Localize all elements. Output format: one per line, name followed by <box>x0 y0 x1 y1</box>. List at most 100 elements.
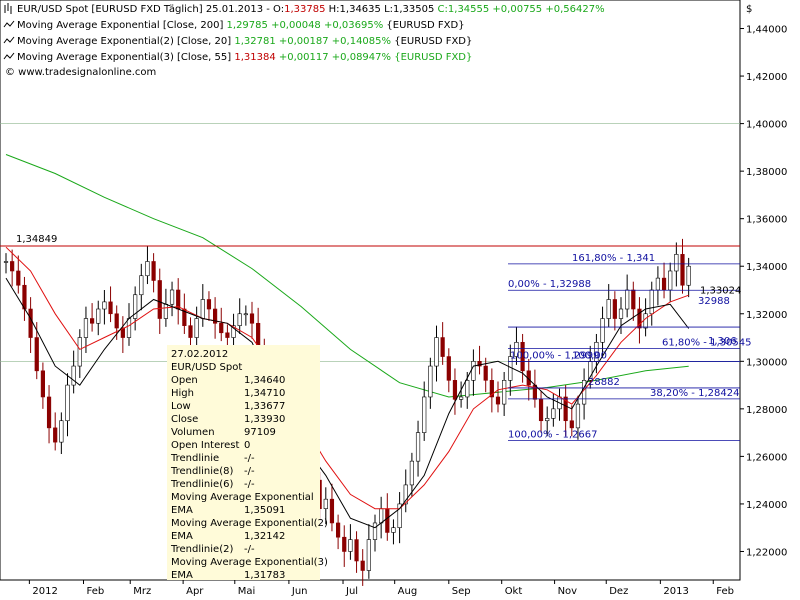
price-candle-body <box>71 365 76 386</box>
tooltip-row-label: Moving Average Exponential(2) <box>171 518 328 529</box>
price-candle-body <box>126 318 132 338</box>
x-tick-label: Jul <box>345 586 358 597</box>
y-tick-label: 1,40000 <box>746 120 787 131</box>
legend-ema55-value: 1,31384 <box>234 52 275 63</box>
price-candle-body <box>551 408 556 419</box>
ema200-line <box>5 154 689 398</box>
price-candle-body <box>649 289 654 315</box>
tooltip-row-label: EMA <box>171 570 193 581</box>
price-candle-body <box>354 539 359 562</box>
tooltip-row-label: Close <box>171 414 198 425</box>
legend-ema20-value: 1,32781 +0,00187 +0,14085% <box>234 36 391 47</box>
tooltip-row-label: EMA <box>171 531 193 542</box>
fib-level-label: 28882 <box>588 377 620 388</box>
fib-level-label: 1,306 <box>708 336 737 347</box>
tooltip-row-value: 1,31783 <box>244 570 285 581</box>
tooltip-row-label: Moving Average Exponential(3) <box>171 557 328 568</box>
legend-main-open: 1,33785 <box>284 4 325 15</box>
price-candle-body <box>16 270 21 286</box>
price-candle-body <box>151 261 156 281</box>
tooltip-background <box>167 345 320 580</box>
price-candle-body <box>569 420 574 429</box>
tooltip-row-label: Moving Average Exponential <box>171 492 314 503</box>
x-tick-label: 2013 <box>663 586 688 597</box>
price-candle-body <box>120 327 125 338</box>
price-candle-body <box>83 318 89 338</box>
price-candle-body <box>514 341 519 357</box>
price-candle-body <box>237 313 242 326</box>
price-candle-body <box>348 539 353 552</box>
tooltip-row-label: EMA <box>171 505 193 516</box>
tooltip-row-value: -/- <box>244 544 255 555</box>
legend-main-rest: H:1,34635 L:1,33505 <box>325 4 437 15</box>
price-candle-body <box>139 275 144 296</box>
y-tick-label: 1,42000 <box>746 72 787 83</box>
price-candle-body <box>231 325 236 338</box>
price-candle-body <box>471 361 476 381</box>
legend-ema20-prefix: Moving Average Exponential(2) [Close, 20… <box>17 36 234 47</box>
tooltip-row-label: Open <box>171 375 198 386</box>
legend-ema20: Moving Average Exponential(2) [Close, 20… <box>17 36 472 47</box>
x-axis: 2012 Feb Mrz Apr Mai Jun Jul Aug Sep Okt Nov Dez 201… <box>28 580 734 597</box>
price-candle-body <box>502 380 507 405</box>
last-price-label: 1,33024 <box>700 286 741 297</box>
price-candle-body <box>385 508 390 533</box>
legend-main: EUR/USD Spot [EURUSD FXD Täglich] 25.01.… <box>17 4 605 15</box>
price-candle-body <box>249 313 255 324</box>
ema55-line <box>5 277 690 529</box>
fib-level-label: 100,00% - 1,2999 <box>510 351 599 362</box>
tooltip-row-label: Trendlinie(6) <box>170 479 233 490</box>
x-tick-label: Jun <box>291 586 308 597</box>
price-candle-body <box>434 337 439 367</box>
legend-ema55-prefix: Moving Average Exponential(3) [Close, 55… <box>17 52 234 63</box>
price-candle-body <box>59 420 64 443</box>
price-candle-body <box>3 261 9 263</box>
y-tick-label: 1,24000 <box>746 500 787 511</box>
ema200-polyline <box>5 154 689 398</box>
fib-extra-label: 32988 <box>698 296 730 307</box>
tooltip-row-label: Trendlinie <box>170 453 219 464</box>
legend: EUR/USD Spot [EURUSD FXD Täglich] 25.01.… <box>3 3 752 78</box>
price-candle-body <box>452 380 458 400</box>
price-candle-body <box>342 536 347 552</box>
tooltip-row-value: 0 <box>244 440 250 451</box>
resistance-line[interactable]: 1,34849 <box>0 234 740 247</box>
price-candle-body <box>575 403 581 429</box>
price-candle-body <box>96 308 101 324</box>
price-candle-body <box>329 498 335 524</box>
price-candle-body <box>188 325 193 338</box>
copyright-text: © www.tradesignalonline.com <box>5 67 156 78</box>
legend-ema200: Moving Average Exponential [Close, 200] … <box>17 20 465 31</box>
tooltip-row-value: 1,32142 <box>244 531 285 542</box>
price-candle-body <box>102 301 107 310</box>
trend-line-icon <box>3 36 15 44</box>
price-candle-body <box>182 308 187 326</box>
data-tooltip: 27.02.2012 EUR/USD Spot Open 1,34640 High 1… <box>167 345 328 581</box>
y-tick-label: 1,38000 <box>746 167 787 178</box>
price-candle-body <box>157 280 162 319</box>
x-tick-label: Aug <box>398 586 418 597</box>
price-candle-body <box>10 261 15 272</box>
price-candle-body <box>428 365 433 398</box>
y-tick-label: 1,44000 <box>746 25 787 36</box>
y-tick-label: 1,30000 <box>746 357 787 368</box>
price-candle-body <box>53 427 58 443</box>
price-candle-body <box>256 322 261 348</box>
price-candle-body <box>46 396 52 429</box>
legend-ema200-prefix: Moving Average Exponential [Close, 200] <box>17 20 227 31</box>
price-candle-body <box>458 396 464 400</box>
price-candle-body <box>114 313 119 329</box>
price-candle-body <box>415 432 421 462</box>
x-tick-label: Dez <box>609 586 628 597</box>
fibonacci-drawings[interactable]: 161,80% - 1,341 0,00% - 1,32988 100,00% - … <box>508 253 751 441</box>
x-tick-label: Feb <box>716 586 734 597</box>
legend-ema55-suffix: +0,00117 +0,08947% {EURUSD FXD} <box>276 52 473 63</box>
price-candle-body <box>360 560 365 571</box>
price-candle-body <box>200 299 205 319</box>
price-candle-body <box>372 522 378 540</box>
fib-level-label: 61,80% - 1,30545 <box>662 337 751 348</box>
price-candle-body <box>206 299 212 310</box>
fib-level-label: 100,00% - 1,2667 <box>508 429 597 440</box>
currency-label: $ <box>746 4 752 15</box>
